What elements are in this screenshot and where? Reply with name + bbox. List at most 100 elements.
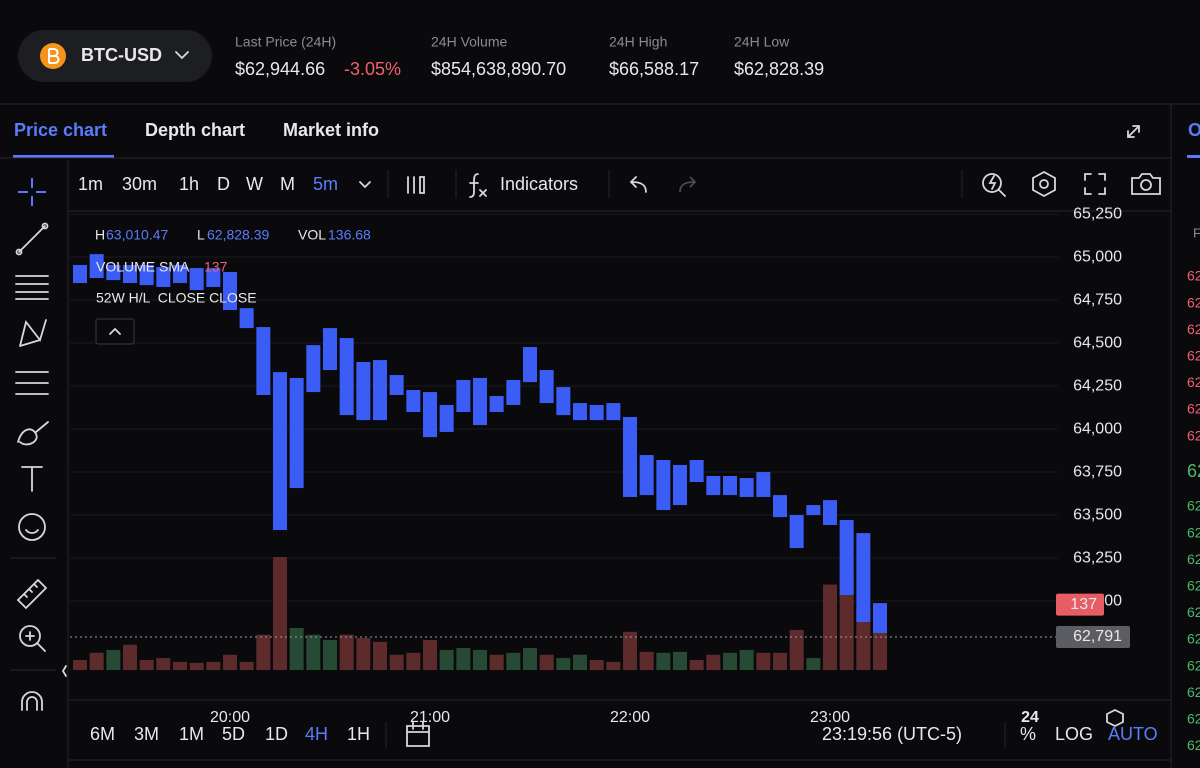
volume-bar [856,609,871,670]
volume-bar [689,659,704,670]
stat-value: $62,828.39 [734,59,824,79]
date-range[interactable] [406,721,430,747]
candle-body [556,387,571,416]
plot: 65,250 65,000 64,750 64,500 64,250 64,000 63,7… [70,205,1130,726]
settings-icon[interactable] [1032,170,1056,198]
range[interactable]: 1D [265,724,288,744]
x-tick-label: 22:00 [610,709,650,726]
volume-bar [89,652,104,670]
candle-body [406,390,421,413]
interval[interactable]: 1m [78,174,103,194]
alert-icon[interactable] [982,173,1002,193]
symbol-selector[interactable]: BTC-USD [18,30,212,82]
tab-indicator [13,155,114,158]
panel-tab[interactable]: O [1188,120,1200,140]
redo[interactable] [679,176,697,193]
scale-option[interactable]: LOG [1055,724,1093,744]
candle-body [73,264,87,284]
range[interactable]: 6M [90,724,115,744]
range[interactable]: 1H [347,724,370,744]
interval[interactable]: 30m [122,174,157,194]
projection-tool[interactable] [15,371,49,395]
candle-body [773,495,787,518]
line-tool[interactable] [18,225,46,253]
brush-tool[interactable] [17,421,49,446]
tab[interactable]: Market info [283,120,379,140]
screenshot-icon[interactable] [1131,173,1161,195]
candle-body [323,328,337,371]
candle-body [789,515,804,549]
fullscreen-icon[interactable] [1084,173,1106,195]
range[interactable]: 4H [305,724,328,744]
interval[interactable]: 1h [179,174,199,194]
fib-tool[interactable] [15,275,49,300]
x-tick-label: 21:00 [410,709,450,726]
candle-body [223,272,237,311]
volume-bar [739,649,754,670]
emoji-tool[interactable] [18,513,46,541]
tab[interactable]: Price chart [14,120,107,140]
range[interactable]: 1M [179,724,204,744]
bid-price: 62 [1187,684,1200,700]
scale-option[interactable]: AUTO [1108,724,1158,744]
range[interactable]: 3M [134,724,159,744]
text-tool[interactable] [21,466,43,492]
bid-price: 62 [1187,711,1200,727]
volume-bar [239,661,254,670]
volume-bar [139,659,154,670]
crosshair-tool[interactable] [18,178,46,206]
volume-bar [289,628,304,670]
ask-price: 62 [1187,348,1200,364]
bid-price: 62 [1187,498,1200,514]
sma-badge [1056,593,1104,616]
volume-bar [789,629,804,670]
bid-price: 62 [1187,657,1200,673]
volume-bar [406,652,421,670]
tab[interactable]: Depth chart [145,120,245,140]
interval[interactable]: 5m [313,174,338,194]
stat-value: $854,638,890.70 [431,59,566,79]
indicator-value: 137 [204,259,228,275]
candle-body [673,464,687,506]
symbol: BTC-USD [81,45,162,65]
legend-value: 63,010.47 [106,227,168,243]
volume-bar [73,659,87,670]
candle-body [806,505,821,516]
pattern-tool[interactable] [19,319,47,347]
candle-body [89,254,104,279]
chart-type[interactable] [407,176,425,194]
volume-bar [589,659,604,670]
scale-option[interactable]: % [1020,724,1036,744]
expand-icon[interactable] [1127,125,1140,138]
measure-tool[interactable] [16,578,48,610]
clock: 23:19:56 (UTC-5) [822,724,962,744]
magnet-tool[interactable] [21,691,43,711]
ask-price: 62 [1187,427,1200,443]
stat-label: 24H Low [734,34,790,50]
stat-value: $66,588.17 [609,59,699,79]
zoom-tool[interactable] [19,625,41,647]
indicators-button[interactable]: Indicators [500,174,578,194]
axis-settings[interactable] [1106,708,1124,728]
legend-label: H [95,227,105,243]
y-tick-label: 64,500 [1073,334,1122,351]
ask-price: 62 [1187,294,1200,310]
legend-label: L [197,227,205,243]
interval-menu[interactable] [359,181,371,189]
stat-label: Last Price (24H) [235,34,336,50]
range[interactable]: 5D [222,724,245,744]
interval[interactable]: D [217,174,230,194]
interval[interactable]: W [246,174,263,194]
interval[interactable]: M [280,174,295,194]
candle-body [639,455,654,496]
volume-bar [673,651,687,670]
undo[interactable] [629,176,647,193]
fx-icon[interactable] [469,173,487,198]
collapse-legend[interactable] [95,318,135,345]
volume-bar [223,654,237,670]
collapse-toolbar[interactable] [61,665,67,677]
bid-price: 62 [1187,524,1200,540]
volume-bar [656,652,671,670]
mid-price: 62 [1187,461,1200,481]
